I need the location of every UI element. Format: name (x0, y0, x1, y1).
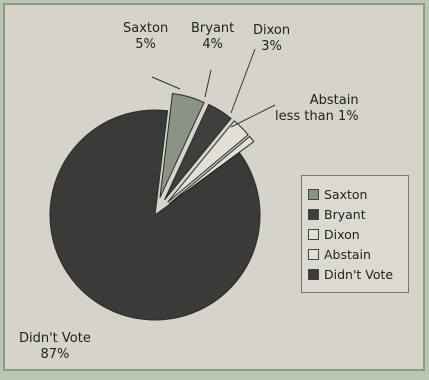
leader-dixon (230, 48, 256, 114)
abstain-pct: less than 1% (275, 109, 359, 124)
didnt-vote-name: Didn't Vote (19, 331, 91, 346)
legend-swatch (308, 188, 319, 200)
legend-item: Saxton (308, 184, 408, 204)
legend-label: Bryant (324, 206, 366, 222)
chart-frame: Saxton 5% Bryant 4% Dixon 3% Abstain les… (3, 3, 425, 371)
legend-label: Didn't Vote (324, 266, 394, 282)
legend-item: Didn't Vote (308, 264, 408, 284)
pie-slice-bryant (164, 103, 232, 201)
leader-saxton (151, 76, 181, 90)
leader-bryant (204, 69, 212, 98)
didnt-vote-pct: 87% (40, 347, 70, 362)
slice-label-abstain: Abstain less than 1% (275, 93, 359, 125)
slice-label-dixon: Dixon 3% (253, 23, 290, 55)
abstain-name: Abstain (309, 93, 359, 108)
pie-slice-saxton (159, 92, 205, 198)
leader-abstain (230, 104, 276, 128)
legend-label: Dixon (324, 226, 360, 242)
slice-label-bryant: Bryant 4% (191, 21, 234, 53)
legend-item: Abstain (308, 244, 408, 264)
legend-swatch (308, 228, 319, 240)
legend-swatch (308, 208, 319, 220)
pie-chart (49, 48, 276, 321)
pie-slice-abstain (168, 135, 255, 205)
legend: Saxton Bryant Dixon Abstain Didn't Vote (301, 175, 409, 293)
bryant-name: Bryant (191, 21, 235, 36)
saxton-name: Saxton (123, 21, 169, 36)
saxton-pct: 5% (135, 37, 156, 52)
legend-swatch (308, 248, 319, 260)
pie-slice-didn-t-vote (49, 109, 261, 321)
bryant-pct: 4% (202, 37, 223, 52)
dixon-name: Dixon (253, 23, 291, 38)
slice-label-didnt-vote: Didn't Vote 87% (19, 331, 91, 363)
dixon-pct: 3% (261, 39, 282, 54)
pie-slice-dixon (167, 120, 249, 203)
legend-item: Dixon (308, 224, 408, 244)
legend-label: Saxton (324, 186, 368, 202)
legend-item: Bryant (308, 204, 408, 224)
slice-label-saxton: Saxton 5% (123, 21, 168, 53)
legend-swatch (308, 268, 319, 280)
legend-label: Abstain (324, 246, 371, 262)
